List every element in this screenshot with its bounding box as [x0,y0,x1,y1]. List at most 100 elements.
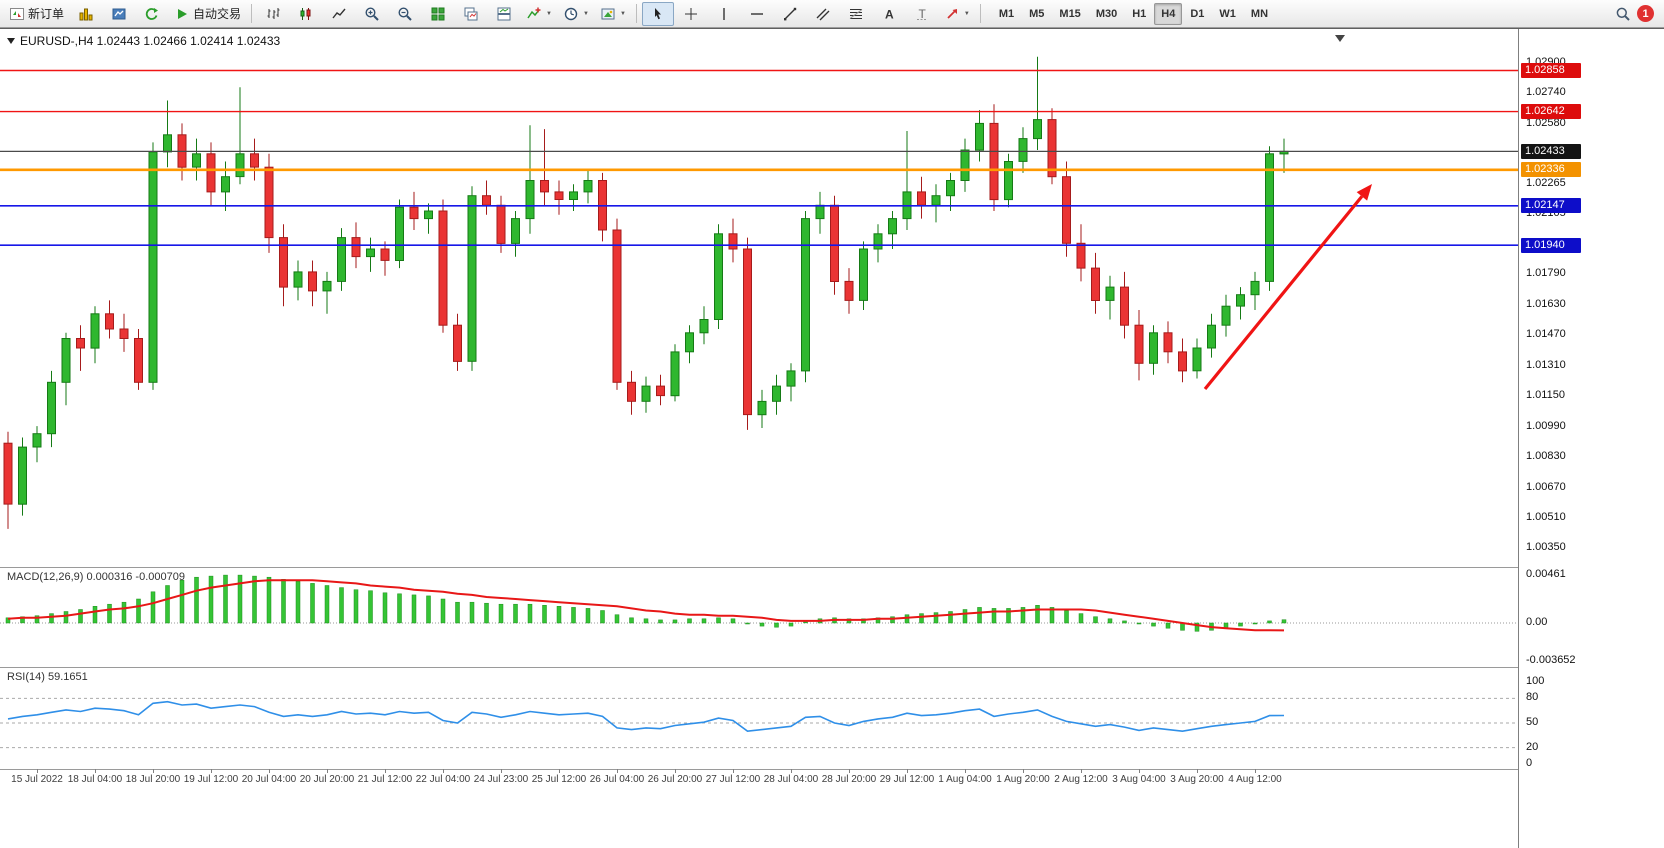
time-axis-tick [1139,769,1140,773]
bar-chart-mode-button[interactable] [257,2,289,26]
main-chart-plot[interactable] [0,32,1518,567]
line-chart-mode-button[interactable] [323,2,355,26]
macd-histogram-bar [368,590,373,624]
timeframe-button-d1[interactable]: D1 [1190,7,1205,20]
candle [525,180,535,220]
periods-button[interactable]: ▼ [558,2,594,26]
rsi-indicator-plot[interactable] [0,669,1518,769]
macd-histogram-bar [919,613,924,624]
macd-histogram-bar [353,589,359,624]
time-axis-separator [0,769,1518,770]
horizontal-line-tool-button[interactable] [741,2,773,26]
macd-indicator-plot[interactable] [0,569,1518,667]
macd-histogram-bar [136,598,141,624]
candle [496,204,506,244]
macd-histogram-bar [991,608,997,624]
candle [873,233,883,250]
symbol-dropdown-icon[interactable] [7,38,15,44]
macd-histogram-bar [498,603,504,624]
price-tick-label: 1.00350 [1526,541,1566,553]
time-axis-label: 29 Jul 12:00 [879,774,935,785]
candle [641,385,651,402]
timeframe-button-mn[interactable]: MN [1250,7,1269,20]
candle [714,233,723,320]
text-tool-button[interactable]: A [873,2,905,26]
timeframe-button-m15[interactable]: M15 [1059,7,1081,20]
cascade-windows-button[interactable] [455,2,487,26]
macd-histogram-bar [1078,613,1084,624]
vertical-line-tool-button[interactable] [708,2,740,26]
macd-histogram-bar [121,601,127,624]
time-axis-label: 28 Jul 04:00 [763,774,819,785]
price-badge: 1.02642 [1521,104,1581,119]
price-tick-label: 1.01150 [1526,389,1565,401]
timeframe-button-w1[interactable]: W1 [1219,7,1236,20]
toolbar-right-group: 1 [1615,5,1660,22]
macd-histogram-bar [208,575,214,624]
templates-button[interactable]: ▼ [595,2,631,26]
chevron-down-icon: ▼ [582,10,589,17]
autotrading-play-icon [174,6,190,22]
panel-separator[interactable] [0,667,1664,668]
tile-windows-button[interactable] [422,2,454,26]
macd-histogram-bar [1252,622,1258,625]
rsi-scale-label: 80 [1526,691,1539,703]
svg-text:A: A [885,7,894,21]
macd-histogram-bar [92,606,98,624]
price-badge: 1.02858 [1521,63,1581,78]
time-axis[interactable]: 15 Jul 2022 18 Jul 04:00 18 Jul 20:00 19 Ju… [0,769,1518,809]
time-axis-tick [617,769,618,773]
trendline-tool-button[interactable] [774,2,806,26]
candle [264,166,274,239]
candle [438,210,448,326]
new-order-button[interactable]: 新订单 [4,2,69,26]
timeframe-button-h1[interactable]: H1 [1132,7,1147,20]
cursor-tool-button[interactable] [641,1,674,26]
panel-separator[interactable] [0,567,1664,568]
notification-badge[interactable]: 1 [1637,5,1654,22]
time-axis-tick [1255,769,1256,773]
tile-windows-icon [430,6,446,22]
time-axis-label: 2 Aug 12:00 [1054,774,1108,785]
cursor-icon [650,6,666,22]
candle [844,280,854,301]
candle [467,195,477,362]
macd-histogram-bar [310,583,315,624]
time-axis-label: 19 Jul 12:00 [183,774,239,785]
candlestick-mode-button[interactable] [290,2,322,26]
fibonacci-tool-button[interactable] [840,2,872,26]
timeframe-button-m1[interactable]: M1 [998,7,1015,20]
refresh-button[interactable] [136,2,168,26]
chart-stack-button[interactable] [70,2,102,26]
macd-histogram-bar [962,609,968,624]
macd-histogram-bar [643,618,649,624]
time-axis-label: 21 Jul 12:00 [357,774,413,785]
template-image-icon [600,6,616,22]
candle [815,204,825,220]
macd-histogram-bar [252,575,257,624]
macd-histogram-bar [1238,622,1243,627]
channel-tool-button[interactable] [807,2,839,26]
timeframe-button-h4[interactable]: H4 [1154,2,1183,25]
candle [76,338,85,349]
indicators-button[interactable]: ▼ [521,2,557,26]
chart-shift-marker-icon[interactable] [1335,35,1345,42]
timeframe-button-m30[interactable]: M30 [1095,7,1118,20]
text-label-tool-button[interactable]: T [906,2,938,26]
price-badge: 1.02433 [1521,144,1581,159]
crosshair-icon [683,6,699,22]
candle [612,229,622,383]
autotrading-button[interactable]: 自动交易 [169,2,246,26]
search-button[interactable] [1615,6,1631,22]
candle [670,351,680,397]
price-axis[interactable]: 1.02858 1.02642 1.02433 1.02336 1.02147 1.019… [1518,29,1664,848]
crosshair-tool-button[interactable] [675,2,707,26]
tile-horizontal-button[interactable] [488,2,520,26]
timeframe-button-m5[interactable]: M5 [1029,7,1045,20]
trend-arrow-line[interactable] [1203,195,1364,391]
market-watch-button[interactable] [103,2,135,26]
zoom-in-button[interactable] [356,2,388,26]
candle [206,153,216,193]
arrows-tool-button[interactable]: ▼ [939,2,975,26]
zoom-out-button[interactable] [389,2,421,26]
